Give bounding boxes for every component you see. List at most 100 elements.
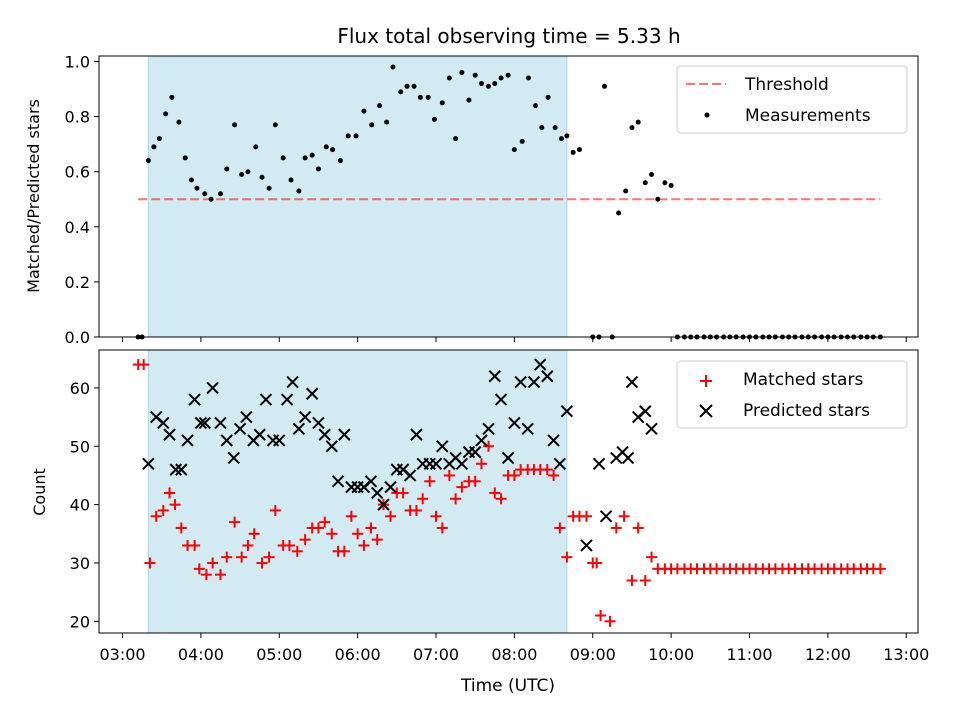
matched-star-point [358, 539, 370, 551]
measurement-point [539, 125, 545, 131]
measurement-point [472, 72, 478, 78]
matched-star-point [469, 475, 481, 487]
top-y-tick-label: 0.0 [65, 328, 90, 347]
measurement-point [288, 177, 294, 183]
measurement-point [505, 72, 511, 78]
measurement-point [576, 147, 582, 153]
measurement-point [384, 119, 390, 125]
measurement-point [602, 83, 608, 89]
matched-star-point [483, 440, 495, 452]
measurement-point [337, 158, 343, 164]
top-x-axis-ticks [122, 337, 907, 342]
predicted-star-point [253, 428, 266, 441]
predicted-star-point [371, 486, 384, 500]
matched-star-point [229, 516, 241, 528]
matched-star-point [169, 499, 181, 511]
predicted-star-point [318, 428, 331, 441]
measurement-point [404, 83, 410, 89]
matched-star-point [646, 551, 658, 563]
matched-star-point [580, 510, 592, 522]
measurement-point [369, 122, 375, 128]
matched-star-point [508, 469, 520, 481]
measurement-point [163, 111, 169, 117]
x-tick-label: 04:00 [178, 645, 224, 664]
predicted-star-point [488, 370, 501, 383]
measurement-point [217, 191, 223, 197]
predicted-star-point [514, 375, 527, 389]
predicted-star-point [527, 375, 541, 389]
matched-star-point [554, 522, 566, 534]
measurement-point [662, 180, 668, 186]
predicted-star-point [259, 393, 273, 406]
measurement-point [377, 103, 383, 109]
legend-predicted-label: Predicted stars [743, 401, 870, 421]
matched-star-point [221, 551, 233, 563]
bottom-legend-box [676, 360, 908, 429]
predicted-star-point [403, 469, 417, 482]
matched-star-point [256, 557, 268, 569]
bottom-y-tick-label: 60 [70, 379, 90, 398]
predicted-star-point [521, 422, 534, 435]
measurement-point [616, 210, 622, 216]
legend-predicted-swatch [699, 404, 713, 418]
measurement-point [253, 144, 259, 150]
matched-star-point [618, 510, 630, 522]
matched-star-point [365, 522, 377, 534]
top-plot-frame [98, 55, 919, 338]
x-tick-label: 11:00 [726, 645, 772, 664]
predicted-star-point [220, 434, 233, 447]
measurement-point [492, 81, 498, 87]
predicted-star-point [534, 358, 547, 371]
measurement-point [182, 155, 188, 161]
predicted-star-point [364, 475, 378, 488]
matched-star-point [312, 522, 324, 534]
legend-matched-swatch [700, 375, 712, 387]
measurement-point [570, 149, 576, 155]
measurement-point [188, 177, 194, 183]
matched-star-point [495, 493, 507, 505]
matched-star-point [591, 557, 603, 569]
measurement-point [431, 116, 437, 122]
predicted-star-point [541, 370, 554, 383]
matched-star-point [200, 569, 212, 581]
measurement-point [176, 119, 182, 125]
measurement-point [353, 133, 359, 139]
measurement-point [315, 166, 321, 172]
matched-star-point [193, 563, 205, 575]
predicted-star-point [592, 457, 606, 470]
top-legend: Threshold Measurements [676, 65, 908, 134]
measurement-point [478, 81, 484, 87]
measurement-point [330, 147, 336, 153]
measurement-point [208, 196, 214, 202]
predicted-star-point [455, 457, 469, 470]
measurement-point [425, 94, 431, 100]
predicted-star-point [157, 416, 170, 430]
chart-title: Flux total observing time = 5.33 h [337, 24, 680, 48]
matched-star-point [189, 539, 201, 551]
predicted-star-point [338, 428, 351, 441]
measurement-point [498, 75, 504, 81]
matched-star-point [436, 522, 448, 534]
top-y-tick-label: 0.2 [65, 273, 90, 292]
matched-star-point [236, 551, 248, 563]
predicted-star-point [331, 475, 345, 488]
predicted-star-point [175, 463, 188, 476]
predicted-star-point [273, 434, 286, 447]
measurement-point [151, 144, 157, 150]
matched-star-point [291, 545, 303, 557]
top-observing-window-shade [147, 55, 568, 338]
bottom-observing-window-shade [147, 349, 568, 634]
matched-star-point [248, 528, 260, 540]
bottom-plot-frame [98, 349, 919, 634]
measurement-point [533, 103, 539, 109]
predicted-star-point [468, 445, 482, 459]
predicted-star-point [547, 434, 560, 447]
bottom-y-tick-label: 30 [70, 554, 90, 573]
measurement-point [323, 144, 329, 150]
predicted-star-point [508, 416, 521, 430]
predicted-star-point [410, 428, 423, 441]
matched-star-point [450, 493, 462, 505]
predicted-star-point [227, 451, 241, 465]
matched-star-point [604, 615, 616, 627]
